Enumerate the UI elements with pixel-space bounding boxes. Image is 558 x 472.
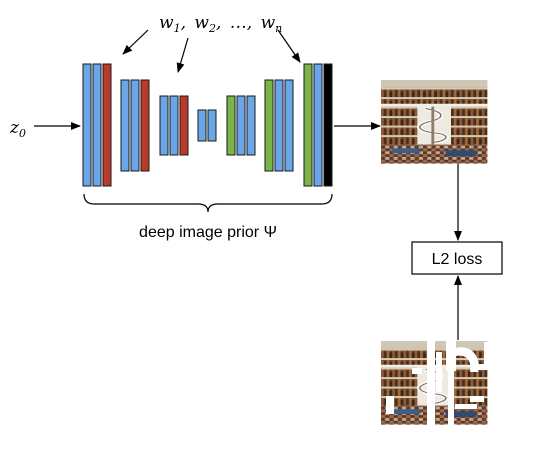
layer-blue [207,109,217,142]
weights-label: w1, w2, …, wn [159,13,282,35]
w1-symbol: w [159,13,174,33]
separator: , [181,13,186,33]
loss-label: L2 loss [432,251,483,268]
layer-blue [130,79,140,172]
layer-black [323,63,333,187]
z-symbol: z [9,118,20,138]
weight-arrow-1 [122,29,149,55]
weight-arrow-n [277,29,301,63]
layer-blue [82,63,92,187]
layer-green [303,63,313,187]
output-image [381,80,487,164]
w2-subscript: 2 [208,22,216,35]
layer-blue [92,63,102,187]
layer-blue [236,95,246,156]
wn-symbol: w [261,13,276,33]
weight-arrow-2 [176,37,189,73]
network-layers [82,63,333,187]
layer-red [102,63,112,187]
layer-blue [246,95,256,156]
svg-text:w1, w2, …, w: w1, w2, …, wn [159,13,282,35]
network-brace [83,193,333,213]
w1-subscript: 1 [174,22,181,35]
network-label: deep image prior Ψ [139,224,277,241]
loss-box [411,241,503,275]
layer-blue [159,95,169,156]
layer-blue [313,63,323,187]
z-subscript: 0 [19,127,26,140]
layer-blue [169,95,179,156]
w2-symbol: w [194,13,209,33]
target-image [381,341,506,425]
layer-blue [274,79,284,172]
mask-strokes [386,341,506,425]
layer-green [226,95,236,156]
input-z0: z0 [9,118,26,140]
separator: , [216,13,221,33]
separator: , [247,13,252,33]
layer-blue [120,79,130,172]
layer-blue [284,79,294,172]
ellipsis: … [230,13,247,33]
layer-blue [197,109,207,142]
wn-subscript: n [275,22,282,35]
layer-green [264,79,274,172]
layer-red [140,79,150,172]
layer-red [179,95,189,156]
